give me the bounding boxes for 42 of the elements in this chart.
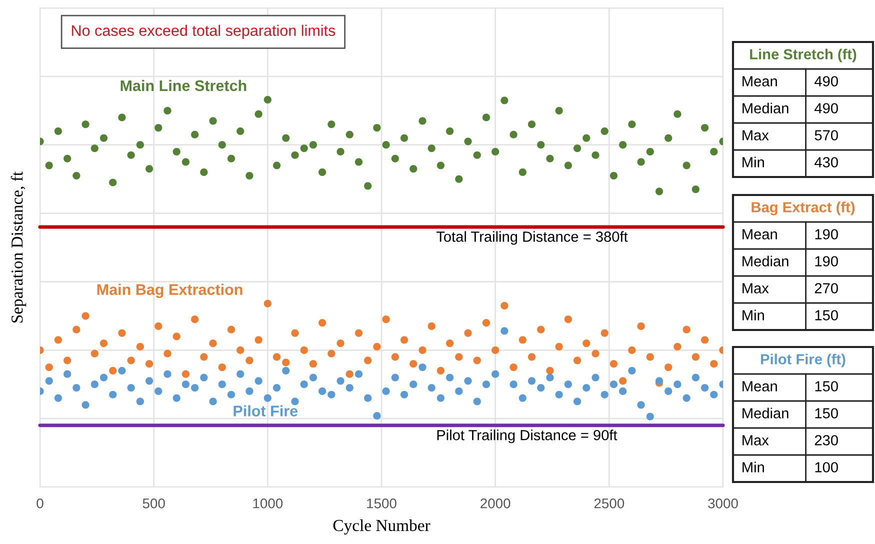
data-label: 490 (814, 103, 838, 114)
x-tick-label: 1000 (253, 498, 283, 508)
data-label: 150 (815, 310, 838, 320)
series-label: Main Bag Extraction (97, 284, 242, 298)
ref-line-label: Total Trailing Distance = 380ft (436, 231, 628, 245)
category-label: Median (742, 408, 788, 418)
category-label: Min (742, 310, 764, 320)
text: Line Stretch (ft) (750, 48, 856, 62)
category-label: Min (742, 462, 764, 472)
y-axis-title: Separation Distance, ft (10, 171, 26, 323)
category-label: Max (742, 283, 769, 294)
data-label: 190 (815, 256, 838, 266)
data-label: 150 (815, 381, 838, 392)
x-tick-label: 2500 (594, 498, 624, 508)
series-label: Pilot Fire (234, 405, 298, 416)
category-label: Mean (742, 381, 777, 392)
x-tick-label: 2000 (480, 498, 510, 508)
data-label: 150 (815, 408, 838, 418)
category-label: Mean (742, 229, 777, 240)
data-label: 490 (814, 76, 838, 86)
text: Bag Extract (ft) (752, 202, 855, 216)
text: Pilot Fire (ft) (761, 354, 846, 368)
x-tick-label: 0 (36, 498, 44, 508)
category-label: Max (742, 130, 769, 140)
category-label: Min (742, 156, 764, 168)
data-label: 100 (815, 462, 838, 472)
data-label: 570 (814, 130, 838, 140)
category-label: Median (742, 256, 788, 266)
category-label: Mean (742, 76, 777, 86)
x-tick-label: 3000 (708, 498, 738, 508)
category-label: Median (742, 102, 788, 114)
data-label: 190 (815, 229, 838, 240)
annotation: No cases exceed total separation limits (72, 24, 336, 40)
x-axis-title: Cycle Number (333, 519, 430, 535)
data-label: 270 (814, 283, 838, 294)
category-label: Max (742, 435, 769, 446)
ref-line-label: Pilot Trailing Distance = 90ft (437, 430, 618, 444)
data-label: 230 (814, 435, 838, 446)
x-tick-label: 500 (142, 498, 165, 508)
data-label: 430 (814, 157, 838, 168)
series-label: Main Line Stretch (120, 80, 246, 92)
x-tick-label: 1500 (367, 498, 396, 508)
